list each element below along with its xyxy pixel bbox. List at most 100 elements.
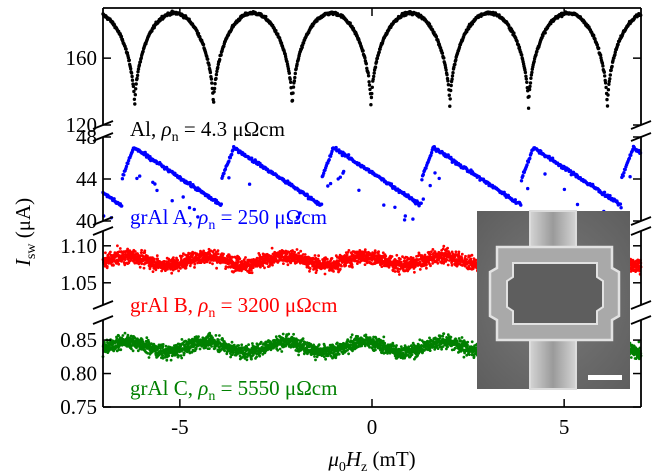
- data-point: [129, 71, 134, 75]
- data-point: [191, 252, 195, 255]
- data-point: [170, 199, 174, 203]
- data-point: [227, 176, 231, 180]
- data-point: [515, 39, 519, 43]
- data-point: [377, 50, 381, 54]
- data-point: [212, 100, 216, 104]
- data-point: [528, 156, 532, 161]
- data-point: [112, 263, 115, 267]
- data-point: [361, 49, 365, 53]
- data-point: [609, 68, 613, 73]
- data-point: [425, 263, 428, 267]
- data-point: [457, 250, 461, 254]
- data-point: [104, 251, 107, 255]
- data-point: [357, 188, 361, 192]
- data-point: [156, 257, 160, 261]
- data-point: [238, 257, 242, 261]
- data-point: [369, 95, 374, 100]
- data-point: [109, 250, 112, 254]
- data-point: [606, 88, 611, 92]
- data-point: [411, 217, 415, 221]
- data-point: [308, 267, 312, 270]
- data-point: [619, 206, 623, 210]
- data-point: [322, 171, 326, 175]
- data-point: [610, 64, 614, 69]
- data-point: [607, 82, 611, 87]
- data-point: [250, 156, 254, 160]
- data-point: [237, 259, 240, 263]
- data-point: [119, 34, 124, 39]
- data-point: [116, 244, 119, 248]
- data-point: [377, 250, 380, 254]
- data-point: [207, 63, 211, 67]
- data-point: [330, 149, 334, 154]
- data-point: [429, 151, 434, 155]
- data-point: [219, 261, 223, 265]
- series-gral-a: [101, 144, 643, 225]
- data-point: [135, 176, 139, 181]
- data-point: [120, 177, 125, 181]
- data-point: [454, 58, 458, 62]
- data-point: [622, 171, 626, 175]
- data-point: [247, 182, 252, 186]
- data-point: [242, 258, 246, 262]
- data-point: [209, 77, 214, 81]
- data-point: [526, 186, 530, 191]
- data-point: [146, 254, 149, 258]
- data-point: [372, 71, 376, 75]
- data-point: [421, 197, 425, 201]
- data-point: [216, 249, 220, 253]
- data-point: [366, 74, 371, 78]
- data-point: [425, 266, 428, 270]
- data-point: [367, 80, 371, 84]
- data-point: [543, 31, 547, 35]
- data-point: [188, 180, 192, 185]
- data-point: [290, 98, 295, 103]
- data-point: [366, 71, 370, 75]
- data-point: [188, 264, 192, 268]
- data-point: [562, 187, 567, 192]
- data-point: [270, 246, 274, 250]
- data-point: [420, 178, 424, 182]
- data-point: [399, 260, 403, 264]
- data-point: [184, 266, 188, 270]
- data-point: [342, 169, 346, 174]
- data-point: [348, 21, 352, 25]
- data-point: [126, 158, 131, 163]
- data-point: [616, 42, 620, 47]
- data-point: [623, 167, 627, 172]
- data-point: [421, 172, 425, 177]
- data-point: [442, 56, 446, 60]
- data-point: [457, 45, 462, 49]
- data-point: [138, 265, 142, 269]
- data-point: [133, 250, 137, 253]
- data-point: [519, 179, 524, 183]
- data-point: [613, 53, 617, 57]
- data-point: [214, 72, 219, 77]
- data-point: [187, 206, 192, 210]
- data-point: [465, 258, 469, 261]
- data-point: [528, 81, 533, 85]
- data-point: [543, 172, 547, 176]
- data-point: [130, 74, 134, 79]
- data-point: [460, 252, 464, 256]
- data-point: [298, 211, 302, 215]
- data-point: [525, 163, 529, 167]
- data-point: [530, 70, 534, 75]
- data-point: [181, 195, 185, 199]
- data-point: [196, 31, 201, 36]
- data-point: [133, 102, 137, 106]
- data-point: [230, 152, 234, 157]
- data-point: [444, 68, 448, 72]
- data-point: [132, 89, 136, 94]
- data-point: [513, 198, 517, 202]
- data-point: [212, 90, 216, 94]
- data-point: [140, 262, 144, 266]
- data-point: [206, 57, 210, 61]
- data-point: [166, 267, 169, 271]
- data-point: [363, 263, 367, 266]
- data-point: [213, 82, 217, 86]
- data-point: [607, 79, 611, 84]
- data-point: [428, 183, 432, 188]
- data-point: [605, 97, 609, 102]
- data-point: [212, 86, 217, 91]
